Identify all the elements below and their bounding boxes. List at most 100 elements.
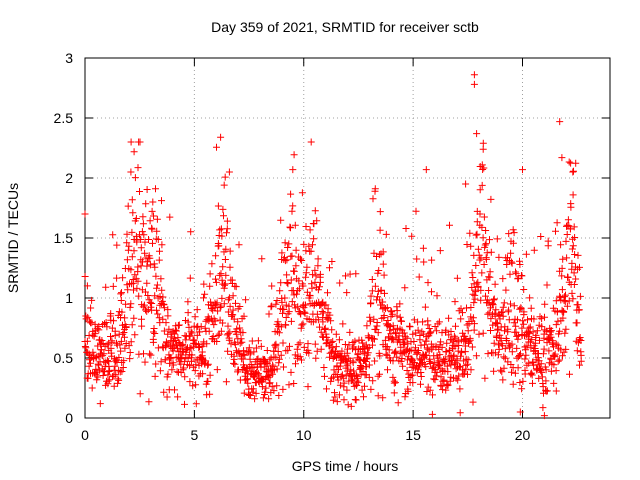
- data-point: [157, 358, 165, 366]
- data-point: [367, 385, 375, 393]
- data-point: [415, 273, 423, 281]
- data-point: [559, 314, 567, 322]
- data-point: [541, 313, 548, 321]
- data-point: [135, 350, 143, 358]
- data-point: [545, 347, 553, 355]
- data-point: [281, 294, 289, 302]
- data-point: [486, 236, 493, 244]
- data-point: [285, 308, 293, 316]
- data-point: [82, 344, 90, 352]
- data-point: [120, 329, 128, 336]
- data-point: [360, 393, 367, 401]
- data-point: [164, 330, 172, 338]
- data-point: [562, 237, 570, 245]
- data-point: [334, 376, 342, 384]
- data-point: [394, 399, 402, 407]
- data-point: [343, 289, 351, 297]
- data-point: [470, 326, 478, 334]
- data-point: [376, 370, 383, 378]
- data-point: [302, 223, 310, 230]
- data-point: [571, 234, 579, 241]
- data-point: [419, 318, 427, 326]
- data-point: [326, 353, 333, 361]
- data-point: [313, 310, 321, 318]
- data-point: [313, 347, 321, 355]
- data-point: [537, 367, 545, 375]
- data-point: [211, 317, 219, 325]
- data-point: [151, 330, 159, 337]
- data-point: [221, 256, 229, 263]
- chart-title: Day 359 of 2021, SRMTID for receiver sct…: [211, 19, 479, 35]
- data-point: [220, 300, 228, 308]
- data-point: [180, 358, 188, 366]
- data-point: [229, 306, 237, 314]
- data-point: [187, 228, 195, 236]
- data-point: [139, 213, 147, 221]
- data-point: [104, 371, 112, 379]
- data-point: [446, 377, 454, 385]
- data-point: [427, 328, 435, 336]
- data-point: [128, 253, 136, 261]
- data-point: [290, 380, 298, 387]
- data-point: [146, 350, 154, 358]
- data-point: [573, 347, 581, 355]
- data-point: [149, 198, 157, 206]
- data-point: [300, 343, 308, 351]
- data-point: [169, 361, 177, 369]
- data-point: [308, 280, 316, 288]
- data-point: [258, 383, 266, 391]
- data-point: [103, 341, 111, 349]
- data-point: [206, 390, 214, 398]
- data-point: [457, 305, 465, 313]
- data-point: [245, 344, 253, 352]
- data-point: [216, 304, 224, 311]
- data-point: [559, 352, 566, 360]
- data-point: [510, 319, 518, 327]
- data-point: [314, 286, 322, 294]
- data-point: [522, 351, 530, 359]
- data-point: [576, 292, 584, 300]
- data-point: [368, 287, 376, 295]
- data-point: [374, 329, 382, 337]
- data-point: [480, 164, 488, 172]
- data-point: [521, 355, 529, 363]
- data-point: [332, 343, 340, 351]
- data-point: [577, 337, 585, 344]
- data-point: [316, 270, 324, 278]
- data-point: [569, 168, 577, 176]
- data-point: [149, 239, 156, 247]
- data-point: [273, 365, 281, 373]
- data-point: [164, 306, 172, 314]
- data-point: [328, 258, 336, 265]
- data-point: [142, 200, 150, 208]
- data-point: [177, 360, 185, 368]
- data-point: [349, 359, 357, 367]
- data-point: [221, 280, 229, 288]
- data-point: [274, 318, 282, 326]
- data-point: [99, 352, 107, 360]
- data-point: [495, 345, 503, 353]
- data-point: [556, 118, 564, 126]
- data-point: [342, 272, 349, 280]
- data-point: [490, 296, 498, 304]
- data-point: [98, 346, 105, 354]
- data-point: [381, 289, 388, 297]
- data-point: [532, 331, 540, 339]
- data-point: [175, 321, 183, 329]
- data-point: [131, 174, 139, 182]
- data-point: [379, 260, 387, 268]
- data-point: [295, 277, 303, 285]
- data-point: [491, 312, 499, 320]
- data-point: [363, 354, 371, 362]
- data-point: [224, 330, 232, 338]
- data-point: [128, 228, 136, 236]
- data-point: [399, 362, 407, 370]
- data-point: [219, 205, 227, 213]
- data-point: [436, 247, 444, 255]
- data-point: [470, 80, 478, 88]
- data-point: [318, 308, 326, 315]
- data-point: [577, 357, 585, 365]
- data-point: [467, 242, 475, 250]
- data-point: [188, 357, 195, 365]
- data-point: [452, 322, 459, 330]
